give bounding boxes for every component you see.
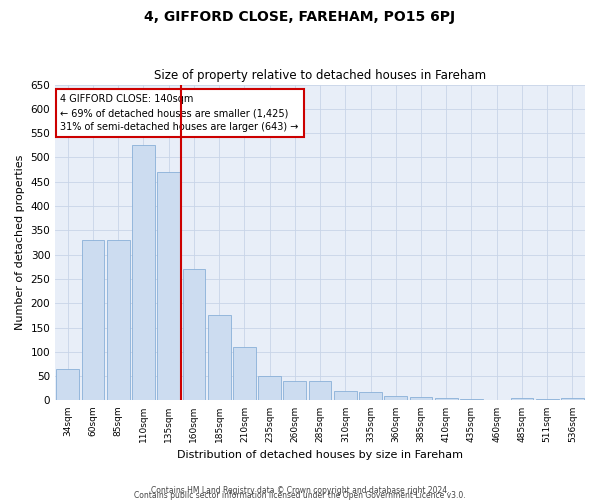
X-axis label: Distribution of detached houses by size in Fareham: Distribution of detached houses by size … bbox=[177, 450, 463, 460]
Bar bbox=[182, 269, 205, 400]
Y-axis label: Number of detached properties: Number of detached properties bbox=[15, 155, 25, 330]
Bar bbox=[157, 172, 180, 400]
Bar bbox=[334, 390, 356, 400]
Bar bbox=[82, 240, 104, 400]
Bar bbox=[132, 146, 155, 400]
Bar bbox=[410, 396, 433, 400]
Text: 4 GIFFORD CLOSE: 140sqm
← 69% of detached houses are smaller (1,425)
31% of semi: 4 GIFFORD CLOSE: 140sqm ← 69% of detache… bbox=[61, 94, 299, 132]
Text: Contains public sector information licensed under the Open Government Licence v3: Contains public sector information licen… bbox=[134, 490, 466, 500]
Text: 4, GIFFORD CLOSE, FAREHAM, PO15 6PJ: 4, GIFFORD CLOSE, FAREHAM, PO15 6PJ bbox=[145, 10, 455, 24]
Bar bbox=[283, 381, 306, 400]
Bar bbox=[435, 398, 458, 400]
Bar bbox=[56, 369, 79, 400]
Bar bbox=[107, 240, 130, 400]
Bar bbox=[258, 376, 281, 400]
Bar bbox=[385, 396, 407, 400]
Bar bbox=[309, 381, 331, 400]
Title: Size of property relative to detached houses in Fareham: Size of property relative to detached ho… bbox=[154, 69, 486, 82]
Bar bbox=[561, 398, 584, 400]
Text: Contains HM Land Registry data © Crown copyright and database right 2024.: Contains HM Land Registry data © Crown c… bbox=[151, 486, 449, 495]
Bar bbox=[233, 347, 256, 401]
Bar bbox=[359, 392, 382, 400]
Bar bbox=[208, 316, 230, 400]
Bar bbox=[511, 398, 533, 400]
